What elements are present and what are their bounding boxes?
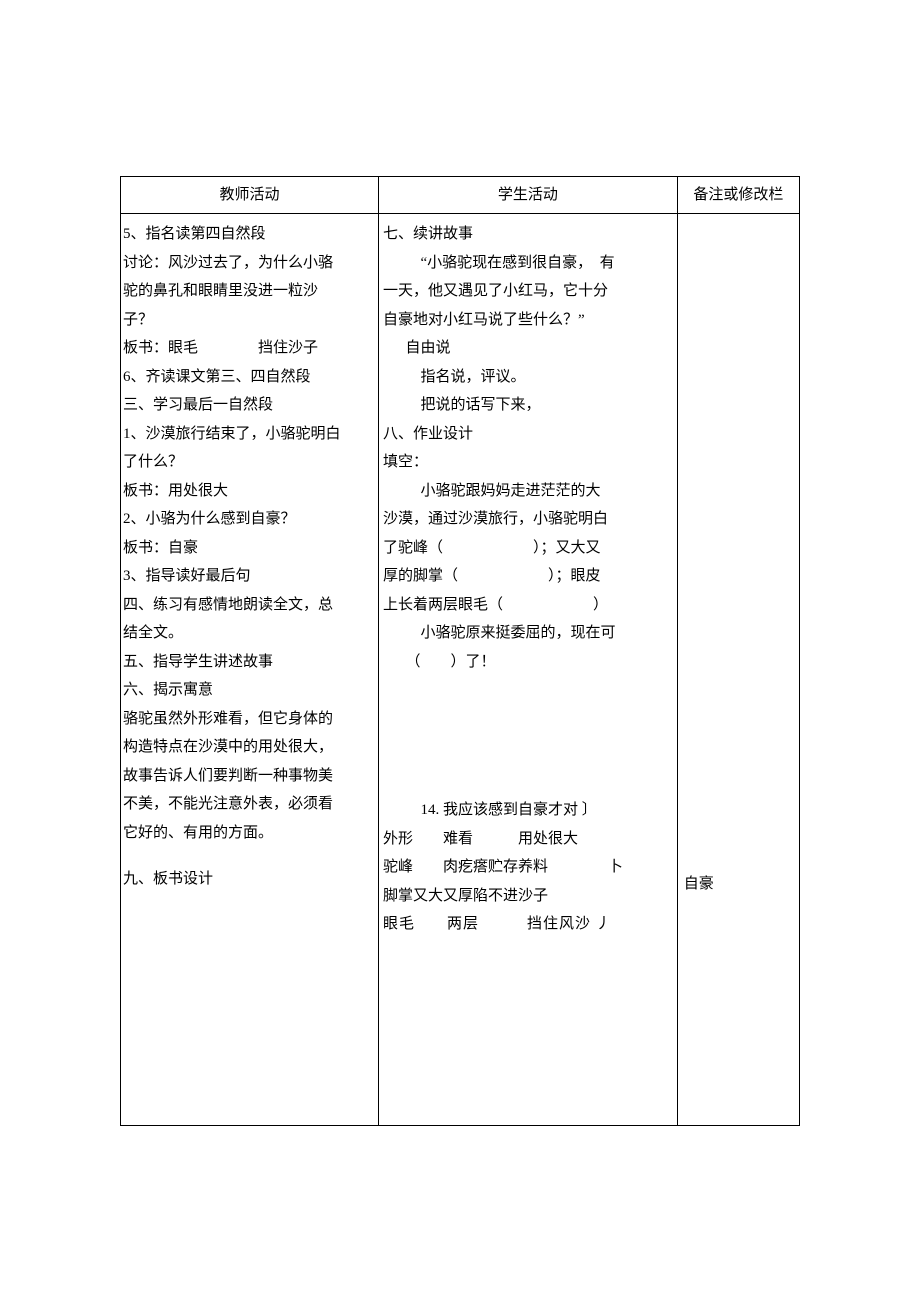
teacher-line: 板书：眼毛 挡住沙子 xyxy=(123,334,376,363)
student-line: 一天，他又遇见了小红马，它十分 xyxy=(383,277,673,306)
teacher-line: 2、小骆为什么感到自豪？ xyxy=(123,505,376,534)
student-line: “小骆驼现在感到很自豪， 有 xyxy=(383,249,673,278)
teacher-line: 构造特点在沙漠中的用处很大， xyxy=(123,733,376,762)
table-header-row: 教师活动 学生活动 备注或修改栏 xyxy=(121,176,800,214)
teacher-line: 结全文。 xyxy=(123,619,376,648)
teacher-line: 三、学习最后一自然段 xyxy=(123,391,376,420)
teacher-line: 板书：自豪 xyxy=(123,534,376,563)
teacher-line: 六、揭示寓意 xyxy=(123,676,376,705)
student-line: 填空： xyxy=(383,448,673,477)
student-line: 七、续讲故事 xyxy=(383,220,673,249)
student-line: 八、作业设计 xyxy=(383,420,673,449)
notes-cell: 自豪 xyxy=(677,214,799,1126)
student-line: 厚的脚掌（ ）；眼皮 xyxy=(383,562,673,591)
header-notes: 备注或修改栏 xyxy=(677,176,799,214)
document-page: 教师活动 学生活动 备注或修改栏 5、指名读第四自然段 讨论：风沙过去了，为什么… xyxy=(120,176,800,1126)
student-line: 外形 难看 用处很大 xyxy=(383,825,673,854)
notes-text: 自豪 xyxy=(684,870,714,899)
teacher-line: 驼的鼻孔和眼睛里没进一粒沙 xyxy=(123,277,376,306)
student-line: （ ）了！ xyxy=(383,648,673,677)
teacher-line: 讨论：风沙过去了，为什么小骆 xyxy=(123,249,376,278)
teacher-line: 子？ xyxy=(123,306,376,335)
student-line: 14. 我应该感到自豪才对 〕 xyxy=(383,796,673,825)
student-line: 小骆驼跟妈妈走进茫茫的大 xyxy=(383,477,673,506)
teacher-line: 1、沙漠旅行结束了，小骆驼明白 xyxy=(123,420,376,449)
student-line: 上长着两层眼毛（ ） xyxy=(383,591,673,620)
teacher-line: 5、指名读第四自然段 xyxy=(123,220,376,249)
table-body-row: 5、指名读第四自然段 讨论：风沙过去了，为什么小骆 驼的鼻孔和眼睛里没进一粒沙 … xyxy=(121,214,800,1126)
student-line: 自豪地对小红马说了些什么？” xyxy=(383,306,673,335)
blank-space xyxy=(383,939,673,1119)
teacher-line: 不美，不能光注意外表，必须看 xyxy=(123,790,376,819)
student-line: 驼峰 肉疙瘩贮存养料 卜 xyxy=(383,853,673,882)
teacher-line: 3、指导读好最后句 xyxy=(123,562,376,591)
student-activity-cell: 七、续讲故事 “小骆驼现在感到很自豪， 有 一天，他又遇见了小红马，它十分 自豪… xyxy=(379,214,678,1126)
teacher-line: 九、板书设计 xyxy=(123,865,376,894)
notes-spacer xyxy=(684,220,793,870)
teacher-line: 它好的、有用的方面。 xyxy=(123,819,376,848)
teacher-line: 故事告诉人们要判断一种事物美 xyxy=(123,762,376,791)
teacher-line: 五、指导学生讲述故事 xyxy=(123,648,376,677)
teacher-line: 四、练习有感情地朗读全文，总 xyxy=(123,591,376,620)
student-line: 自由说 xyxy=(383,334,673,363)
student-line: 沙漠，通过沙漠旅行，小骆驼明白 xyxy=(383,505,673,534)
teacher-line: 骆驼虽然外形难看，但它身体的 xyxy=(123,705,376,734)
student-line: 眼毛 两层 挡住风沙 丿 xyxy=(383,910,673,939)
teacher-activity-cell: 5、指名读第四自然段 讨论：风沙过去了，为什么小骆 驼的鼻孔和眼睛里没进一粒沙 … xyxy=(121,214,379,1126)
header-student: 学生活动 xyxy=(379,176,678,214)
student-line: 了驼峰（ ）；又大又 xyxy=(383,534,673,563)
header-teacher: 教师活动 xyxy=(121,176,379,214)
student-line: 小骆驼原来挺委屈的，现在可 xyxy=(383,619,673,648)
teacher-line: 了什么？ xyxy=(123,448,376,477)
lesson-table: 教师活动 学生活动 备注或修改栏 5、指名读第四自然段 讨论：风沙过去了，为什么… xyxy=(120,176,800,1126)
teacher-line: 板书：用处很大 xyxy=(123,477,376,506)
student-line: 把说的话写下来， xyxy=(383,391,673,420)
teacher-line: 6、齐读课文第三、四自然段 xyxy=(123,363,376,392)
student-line: 脚掌又大又厚陷不进沙子 xyxy=(383,882,673,911)
student-line: 指名说，评议。 xyxy=(383,363,673,392)
